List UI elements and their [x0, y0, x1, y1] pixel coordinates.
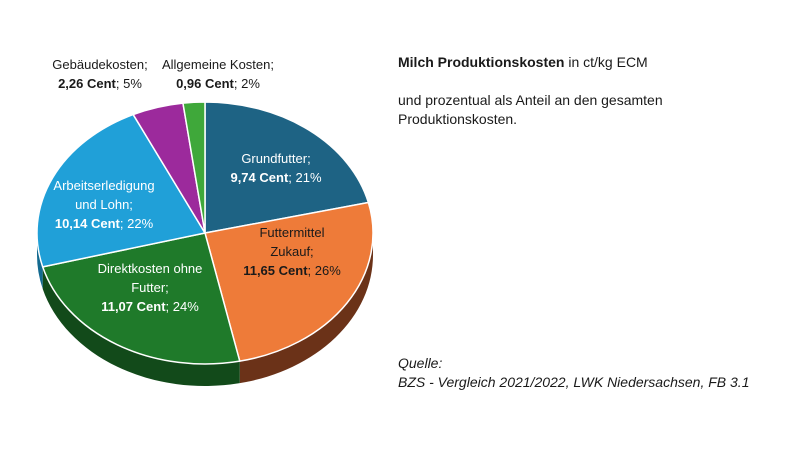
- slice-side-futtermittel-zukauf: [239, 233, 374, 384]
- slice-label-grundfutter: Grundfutter; 9,74 Cent; 21%: [230, 151, 321, 185]
- slice-label-direktkosten-ohne-futter: Direktkosten ohne Futter; 11,07 Cent; 24%: [98, 261, 203, 314]
- pie-slices: [36, 101, 374, 365]
- slice-label-futtermittel-zukauf: Futtermittel Zukauf; 11,65 Cent; 26%: [243, 225, 341, 278]
- slice-side-direktkosten-ohne-futter: [42, 266, 240, 387]
- pie-sides: [37, 233, 374, 387]
- slice-direktkosten-ohne-futter: [41, 232, 241, 365]
- slice-arbeitserledigung-und-lohn: [36, 113, 206, 268]
- slice-futtermittel-zukauf: [204, 201, 374, 362]
- source-text: BZS - Vergleich 2021/2022, LWK Niedersac…: [398, 374, 750, 390]
- source-note: Quelle: BZS - Vergleich 2021/2022, LWK N…: [398, 354, 749, 392]
- slice-allgemeine-kosten: [182, 101, 206, 234]
- slice-label-gebaeudekosten: Gebäudekosten; 2,26 Cent; 5%: [52, 57, 147, 91]
- slice-grundfutter: [204, 101, 370, 234]
- chart-description: und prozentual als Anteil an den gesamte…: [398, 92, 663, 127]
- slice-side-arbeitserledigung-und-lohn: [37, 233, 43, 289]
- slice-label-arbeitserledigung-und-lohn: Arbeitserledigung und Lohn; 10,14 Cent; 22…: [53, 178, 154, 231]
- slice-label-allgemeine-kosten: Allgemeine Kosten; 0,96 Cent; 2%: [162, 57, 274, 91]
- chart-title: Milch Produktionskosten in ct/kg ECM: [398, 54, 648, 70]
- leader-line-0: [100, 97, 150, 106]
- pie-labels: Grundfutter; 9,74 Cent; 21% Futtermittel Zu…: [52, 57, 341, 314]
- source-label: Quelle:: [398, 355, 443, 371]
